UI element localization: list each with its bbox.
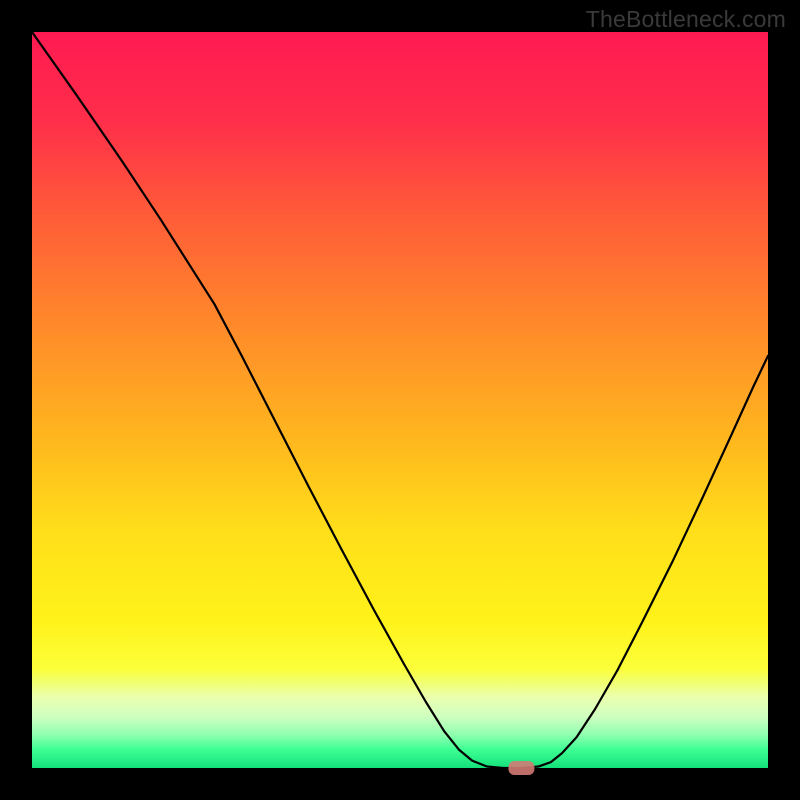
optimal-marker (508, 761, 534, 775)
bottleneck-chart (0, 0, 800, 800)
watermark-text: TheBottleneck.com (586, 6, 786, 33)
